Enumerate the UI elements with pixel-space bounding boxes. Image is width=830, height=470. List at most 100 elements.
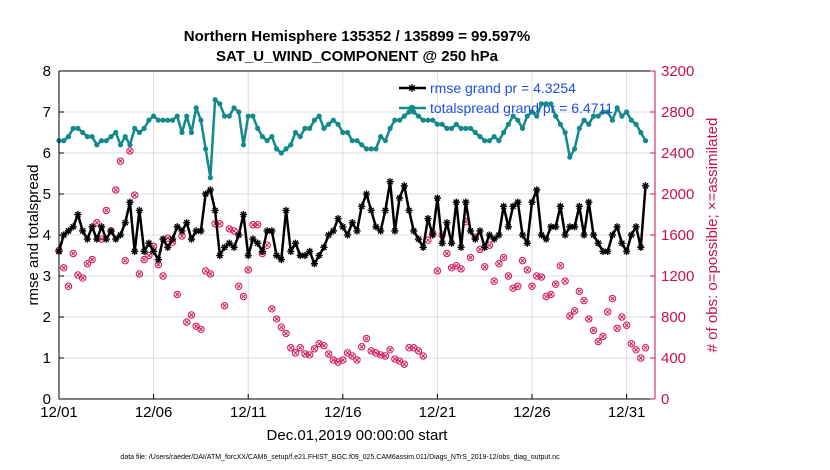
totalspread-point xyxy=(340,129,346,136)
totalspread-point xyxy=(240,142,247,148)
rmse-point xyxy=(334,215,342,223)
rmse-point xyxy=(348,219,356,227)
rmse-point xyxy=(197,227,205,235)
totalspread-point xyxy=(477,134,483,140)
rmse-point xyxy=(220,243,229,251)
obs-point xyxy=(230,227,238,235)
y-tick-left-label: 4 xyxy=(43,227,51,244)
obs-point xyxy=(566,312,574,320)
obs-point xyxy=(585,315,593,323)
grid xyxy=(59,71,655,399)
totalspread-point xyxy=(628,117,634,123)
rmse-point xyxy=(239,210,248,219)
obs-point xyxy=(93,219,101,227)
rmse-point xyxy=(471,235,479,243)
totalspread-point xyxy=(515,117,521,123)
rmse-point xyxy=(88,223,96,231)
rmse-point xyxy=(339,223,347,231)
rmse-point xyxy=(116,231,125,239)
rmse-point xyxy=(438,239,446,247)
totalspread-point xyxy=(122,134,128,140)
rmse-point xyxy=(641,182,650,190)
rmse-point xyxy=(580,231,588,239)
obs-point xyxy=(641,344,650,352)
obs-point xyxy=(504,272,513,280)
rmse-point xyxy=(495,231,503,239)
totalspread-point xyxy=(169,117,176,123)
rmse-point xyxy=(268,227,276,235)
obs-point xyxy=(400,360,409,368)
rmse-point xyxy=(343,231,352,239)
legend-rmse-star xyxy=(408,84,416,92)
obs-point xyxy=(220,302,229,310)
rmse-point xyxy=(627,231,635,239)
totalspread-point xyxy=(226,113,232,119)
rmse-point xyxy=(623,247,631,255)
rmse-point xyxy=(362,190,371,198)
obs-point xyxy=(632,346,640,354)
obs-point xyxy=(447,264,456,272)
rmse-point xyxy=(391,227,399,235)
obs-point xyxy=(126,147,134,155)
obs-point xyxy=(310,345,319,353)
totalspread-point xyxy=(188,129,195,136)
rmse-point xyxy=(372,223,380,231)
rmse-point xyxy=(83,235,91,243)
totalspread-point xyxy=(179,129,185,136)
x-tick-label: 12/26 xyxy=(513,404,551,421)
totalspread-point xyxy=(146,117,152,123)
y-tick-right-label: 2400 xyxy=(661,145,694,162)
rmse-point xyxy=(542,235,550,243)
legend: rmse grand pr = 4.3254 totalspread grand… xyxy=(399,80,613,116)
obs-point xyxy=(603,308,612,316)
totalspread-point xyxy=(534,113,540,119)
rmse-point xyxy=(533,186,541,194)
totalspread-point xyxy=(136,129,143,136)
rmse-point xyxy=(523,239,531,247)
rmse-point xyxy=(69,223,77,231)
rmse-point xyxy=(457,243,465,251)
obs-point xyxy=(580,296,588,305)
obs-point xyxy=(594,337,602,346)
rmse-point xyxy=(249,235,257,243)
obs-point xyxy=(622,321,631,329)
y-tick-right-label: 0 xyxy=(661,391,669,408)
totalspread-point xyxy=(486,138,493,144)
rmse-point xyxy=(481,243,489,251)
obs-point xyxy=(197,325,205,333)
totalspread-point xyxy=(221,113,228,119)
obs-point xyxy=(570,307,579,315)
rmse-point xyxy=(225,239,233,247)
totalspread-point xyxy=(198,117,204,123)
rmse-point xyxy=(287,247,295,255)
totalspread-point xyxy=(401,113,407,119)
rmse-point xyxy=(164,243,172,251)
obs-point xyxy=(466,253,475,262)
obs-point xyxy=(116,157,125,165)
totalspread-point xyxy=(633,121,639,127)
obs-point xyxy=(575,287,584,296)
totalspread-point xyxy=(212,97,218,103)
obs-point xyxy=(490,277,498,285)
obs-point xyxy=(272,315,281,323)
totalspread-point xyxy=(491,134,497,140)
rmse-point xyxy=(433,194,442,202)
totalspread-point xyxy=(529,109,535,115)
rmse-point xyxy=(448,239,456,247)
obs-point xyxy=(253,221,262,229)
totalspread-point xyxy=(316,113,322,119)
totalspread-point xyxy=(75,125,81,131)
totalspread-point xyxy=(113,129,119,136)
rmse-point xyxy=(561,231,569,239)
totalspread-point xyxy=(297,134,303,140)
obs-point xyxy=(135,270,144,278)
rmse-point xyxy=(386,178,394,186)
rmse-point xyxy=(414,235,423,243)
totalspread-point xyxy=(444,125,450,131)
y-tick-left-label: 1 xyxy=(43,350,51,367)
totalspread-point xyxy=(624,109,630,115)
obs-point xyxy=(528,282,536,290)
obs-point xyxy=(608,294,617,303)
obs-point xyxy=(282,329,290,338)
rmse-point xyxy=(509,202,517,210)
